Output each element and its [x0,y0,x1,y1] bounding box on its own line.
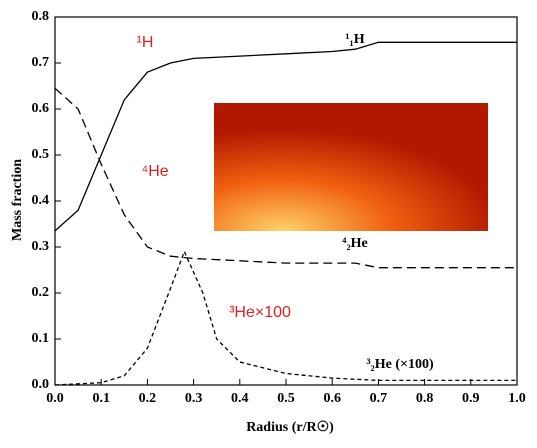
y-tick-label: 0.2 [32,285,50,300]
y-tick-label: 0.5 [32,147,50,162]
x-tick-label: 1.0 [508,391,526,406]
annotation: ¹H [137,34,154,51]
series-label: ¹₁H [345,32,364,47]
sun-photo [214,103,488,231]
series-label: ⁴₂He [342,236,368,251]
y-tick-label: 0.7 [32,55,50,70]
x-tick-label: 0.7 [370,391,388,406]
x-tick-label: 0.8 [416,391,434,406]
x-axis-label: Radius (r/R☉) [246,420,334,435]
y-tick-label: 0.6 [32,101,50,116]
y-tick-label: 0.0 [32,377,50,392]
x-tick-label: 0.1 [92,391,110,406]
x-tick-label: 0.3 [185,391,203,406]
y-tick-label: 0.3 [32,239,50,254]
y-axis-label: Mass fraction [10,159,25,241]
annotation: ⁴He [141,163,168,180]
x-tick-label: 0.4 [231,391,249,406]
x-tick-label: 0.0 [46,391,64,406]
x-tick-label: 0.5 [277,391,295,406]
annotation: ³He×100 [229,304,291,321]
y-tick-label: 0.4 [32,193,50,208]
x-tick-label: 0.6 [323,391,341,406]
x-tick-label: 0.2 [139,391,157,406]
y-tick-label: 0.1 [32,331,50,346]
x-tick-label: 0.9 [462,391,480,406]
y-tick-label: 0.8 [32,9,50,24]
chart: Radius (r/R☉) Mass fraction 0.0 0.1 0.2 0.3… [0,0,537,443]
series-label: ³₂He (×100) [366,357,434,372]
